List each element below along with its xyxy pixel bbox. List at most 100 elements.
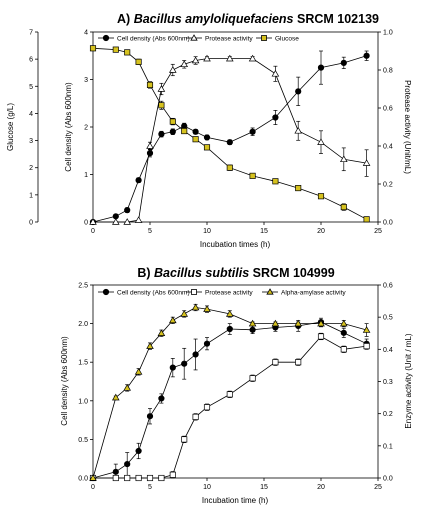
cell-tick-label: 3 (84, 77, 88, 84)
data-point (124, 474, 131, 482)
panel-a-ylabel-glucose: Glucose (g/L) (6, 103, 15, 151)
data-point (112, 46, 119, 53)
panel-a-title: A) Bacillus amyloliquefaciens SRCM 10213… (117, 12, 379, 26)
panel-a-legend-label-glucose: Glucose (275, 36, 299, 43)
panel-b-ylabel-right: Enzyme activity (Unit / mL) (404, 333, 413, 428)
data-point (225, 310, 234, 317)
x-tick-label: 0 (91, 484, 95, 491)
data-point (340, 329, 347, 336)
data-point (249, 128, 256, 135)
data-point (295, 88, 302, 95)
legend-marker-triangle (190, 34, 198, 41)
data-point (191, 303, 200, 311)
data-point (89, 474, 97, 481)
right-tick-label: 0.6 (383, 106, 393, 113)
data-point (134, 216, 143, 223)
data-point (317, 319, 325, 327)
panel-a-legend: Cell density (Abs 600nm) Protease activi… (98, 34, 299, 43)
data-point (226, 164, 233, 171)
data-point (294, 126, 303, 134)
data-point (339, 155, 348, 163)
data-point (226, 391, 233, 398)
data-point (362, 326, 371, 333)
data-point (158, 395, 165, 402)
data-point (225, 54, 234, 62)
data-point (181, 436, 188, 443)
data-point (340, 346, 347, 353)
data-point (203, 144, 211, 151)
right-tick-label: 0.0 (383, 476, 393, 483)
legend-marker-circle (102, 288, 110, 296)
panel-a-ylabel-right: Protease activity (Unit/mL) (403, 80, 412, 174)
data-point (272, 359, 279, 366)
data-point (249, 375, 256, 382)
data-point (169, 128, 176, 135)
right-tick-label: 1.0 (383, 30, 393, 37)
x-tick-label: 5 (148, 228, 152, 235)
data-point (180, 310, 189, 317)
x-tick-label: 20 (317, 484, 325, 491)
data-point (317, 333, 325, 340)
x-tick-label: 0 (91, 228, 95, 235)
data-point (180, 60, 189, 68)
legend-marker-triangle-filled (266, 288, 274, 295)
data-point (249, 326, 256, 333)
x-tick-label: 25 (374, 484, 382, 491)
data-point (272, 114, 279, 121)
data-point (169, 364, 176, 371)
legend-marker-square-open (191, 289, 197, 295)
data-point (168, 316, 177, 324)
glucose-tick-label: 4 (29, 111, 33, 118)
legend-marker-square (261, 35, 267, 41)
data-point (340, 204, 347, 211)
panel-b-legend: Cell density (Abs 600nm) Protease activi… (98, 288, 346, 297)
x-tick-label: 10 (203, 484, 211, 491)
panel-b-legend-item-protease: Protease activity (186, 289, 253, 297)
data-point (135, 447, 142, 455)
data-point (181, 122, 188, 130)
panel-b-series-group (89, 303, 371, 482)
x-tick-label: 20 (317, 228, 325, 235)
x-tick-label: 10 (203, 228, 211, 235)
panel-a-series-group (89, 45, 371, 226)
cell-tick-label: 0 (84, 220, 88, 227)
data-point (146, 342, 154, 349)
panel-a-x-ticks: 0 5 10 15 20 25 (91, 222, 382, 235)
data-point (157, 329, 166, 336)
data-point (123, 384, 132, 391)
panel-a-series-1 (89, 54, 371, 225)
x-tick-label: 15 (260, 484, 268, 491)
panel-b-legend-item-cell: Cell density (Abs 600nm) (98, 288, 190, 297)
cell-tick-label: 4 (84, 30, 88, 37)
data-point (203, 305, 211, 312)
data-point (169, 471, 176, 478)
panel-b-frame (92, 284, 379, 479)
glucose-tick-label: 0 (29, 220, 33, 227)
data-point (168, 66, 177, 73)
data-point (192, 351, 199, 358)
data-point (192, 136, 199, 143)
glucose-tick-label: 1 (29, 192, 33, 199)
cell-tick-label: 0.0 (78, 476, 88, 483)
panel-b: B) Bacillus subtilis SRCM 104999 0 5 10 15 2… (60, 266, 413, 505)
data-point (317, 64, 325, 71)
data-point (271, 319, 280, 327)
data-point (111, 393, 120, 401)
data-point (203, 404, 211, 411)
right-tick-label: 0.2 (383, 411, 393, 418)
data-point (135, 177, 142, 184)
panel-a-title-rest: SRCM 102139 (297, 12, 379, 26)
panel-b-series-1 (89, 332, 370, 482)
data-point (191, 56, 200, 64)
panel-a-legend-label-protease: Protease activity (205, 36, 253, 43)
data-point (146, 413, 154, 420)
data-point (317, 193, 325, 200)
panel-b-title-rest: SRCM 104999 (253, 266, 335, 280)
data-point (158, 474, 165, 482)
data-point (158, 131, 165, 138)
panel-a-glucose-ticks: 0 1 2 3 4 5 6 7 (29, 30, 38, 227)
cell-tick-label: 1 (84, 172, 88, 179)
data-point (123, 218, 132, 225)
data-point (112, 474, 119, 482)
